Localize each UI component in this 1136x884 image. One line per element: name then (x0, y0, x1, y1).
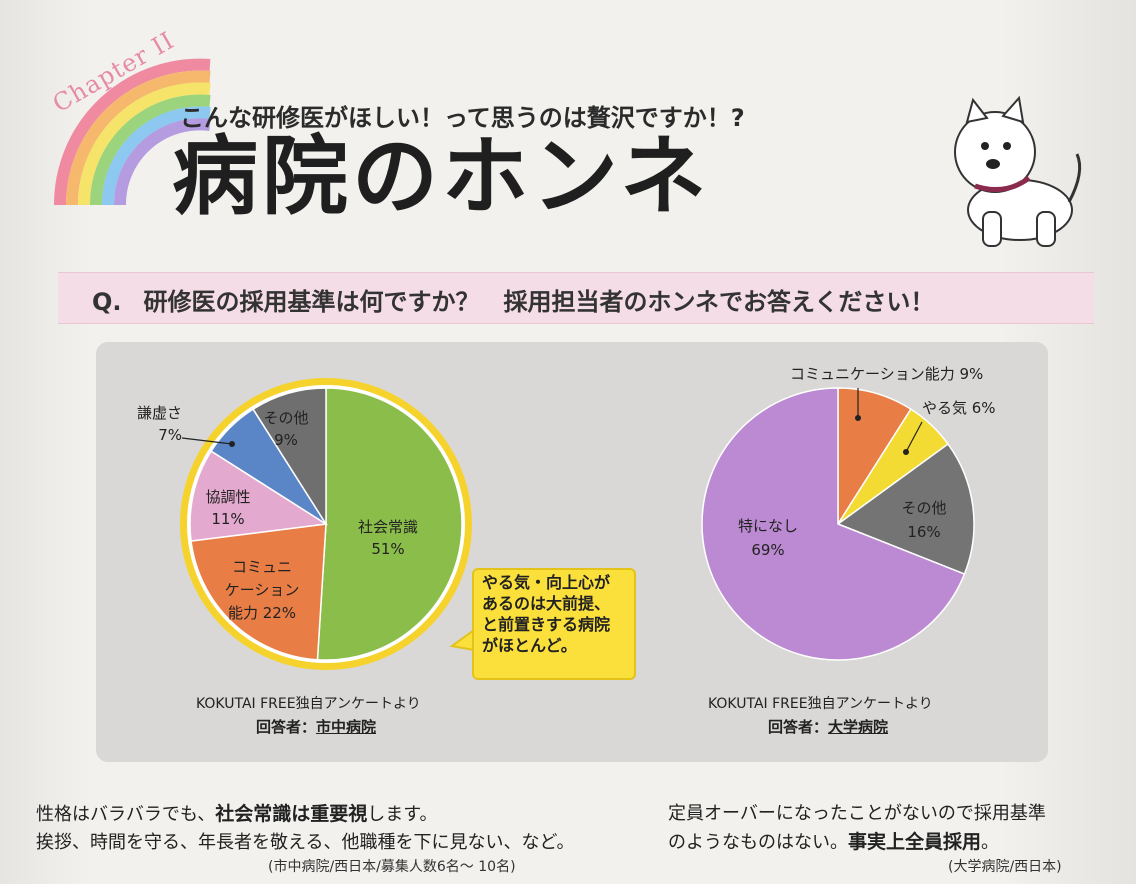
pie-slice-label-line: やる気 6% (922, 399, 996, 417)
chart-2-source: KOKUTAI FREE独自アンケートより (708, 696, 933, 712)
label-leader-dot (855, 415, 861, 421)
respondent-value: 大学病院 (828, 718, 889, 736)
pie-slice-label: 特になし 69% (738, 517, 798, 559)
quote-right: 定員オーバーになったことがないので採用基準 のようなものはない。事実上全員採用。 (668, 800, 1068, 857)
pie-slice (189, 450, 329, 542)
chart-1-source: KOKUTAI FREE独自アンケートより (196, 696, 421, 712)
pie-slice-label: やる気 6% (922, 399, 996, 417)
pie-slice-label: コミュニケーション能力 22% (225, 558, 300, 622)
pie-slice-label-line: 69% (751, 541, 784, 559)
respondent-value: 市中病院 (316, 718, 377, 736)
chart-1-respondent: 回答者：市中病院 (256, 716, 376, 737)
rainbow-icon (53, 58, 211, 206)
pie-slice-label-line: 16% (907, 523, 940, 541)
callout-text: やる気・向上心が あるのは大前提、 と前置きする病院 がほとんど。 (482, 572, 627, 656)
pie-slice (190, 523, 327, 661)
callout-line: がほとんど。 (482, 636, 577, 655)
quote-left-line2: 挨拶、時間を守る、年長者を敬える、他職種を下に見ない、など。 (36, 832, 575, 853)
subtitle: こんな研修医がほしい！って思うのは贅沢ですか！? (180, 104, 745, 132)
pie-chart-1: 社会常識 51% コミュニケーション能力 22% 協調性 11% 謙虚さ 7% その他 9% (137, 378, 472, 670)
pie-slice (701, 387, 966, 661)
label-leader-line (181, 437, 233, 445)
pie-slice-label-line: 9% (274, 431, 298, 449)
pie-slice-label: 社会常識 51% (358, 518, 418, 558)
quote-text: 。 (981, 832, 1000, 853)
pie-slice-label-line: その他 (263, 409, 308, 427)
pie-slice-label-line: コミュニ (232, 558, 292, 576)
pie-slice-label: コミュニケーション能力 9% (790, 365, 983, 383)
pie-slice-label-line: ケーション (225, 581, 300, 599)
pie-slice-label-line: 社会常識 (358, 518, 418, 536)
quote-text: します。 (367, 804, 438, 825)
respondent-label: 回答者： (256, 718, 317, 736)
pie-slice-label-line: 協調性 (205, 488, 250, 506)
quote-right-citation: (大学病院/西日本) (948, 859, 1062, 875)
pie-chart-2: コミュニケーション能力 9% やる気 6% その他 16% 特になし 69% (701, 365, 996, 661)
label-leader-dot (903, 449, 909, 455)
quote-emphasis: 社会常識は重要視 (215, 803, 368, 825)
pie-slice-label-line: 7% (158, 426, 182, 444)
quote-right-line2: のようなものはない。事実上全員採用。 (668, 828, 1068, 857)
question: Q. 研修医の採用基準は何ですか？ 採用担当者のホンネでお答えください！ (92, 282, 934, 317)
dog-illustration-icon (954, 95, 1082, 247)
pie-slice-label-line: 能力 22% (228, 604, 296, 622)
quote-left: 性格はバラバラでも、社会常識は重要視します。 挨拶、時間を守る、年長者を敬える、… (36, 800, 575, 857)
quote-left-line1: 性格はバラバラでも、社会常識は重要視します。 (36, 800, 575, 829)
quote-left-citation: (市中病院/西日本/募集人数6名～ 10名) (268, 859, 516, 875)
callout-line: やる気・向上心が (482, 573, 611, 592)
callout-pointer (449, 628, 475, 652)
quote-right-line1: 定員オーバーになったことがないので採用基準 (668, 803, 1046, 824)
quote-text: のようなものはない。 (668, 832, 848, 853)
page-title: 病院のホンネ (172, 127, 711, 227)
quote-emphasis: 事実上全員採用 (848, 831, 982, 853)
question-text: 研修医の採用基準は何ですか？ 採用担当者のホンネでお答えください！ (143, 288, 935, 316)
callout-box (472, 568, 636, 680)
pie-slice-label: その他 16% (901, 499, 946, 541)
pie-slice-label-line: 51% (371, 540, 404, 558)
pie-slice (836, 443, 975, 576)
pie-slice-label-line: その他 (901, 499, 946, 517)
pie-slice-label: 協調性 11% (205, 488, 250, 528)
pie-slice-label: その他 9% (263, 409, 308, 449)
callout-line: と前置きする病院 (482, 615, 611, 634)
question-bar (58, 272, 1094, 324)
pie-slice-label: 謙虚さ 7% (137, 404, 182, 444)
pie-slice (252, 387, 327, 527)
chart-2-respondent: 回答者：大学病院 (768, 716, 888, 737)
pie-slice-label-line: 11% (211, 510, 244, 528)
pie-slice-label-line: コミュニケーション能力 9% (790, 365, 983, 383)
label-leader-dot (229, 441, 235, 447)
quote-text: 性格はバラバラでも、 (36, 804, 216, 825)
label-leader-line (905, 421, 923, 453)
respondent-label: 回答者： (768, 718, 829, 736)
pie-slice-label-line: 特になし (738, 517, 798, 535)
pie-slice (316, 387, 463, 661)
callout-line: あるのは大前提、 (482, 594, 611, 613)
pie-slice-label-line: 謙虚さ (137, 404, 182, 422)
question-label: Q. (92, 288, 122, 316)
